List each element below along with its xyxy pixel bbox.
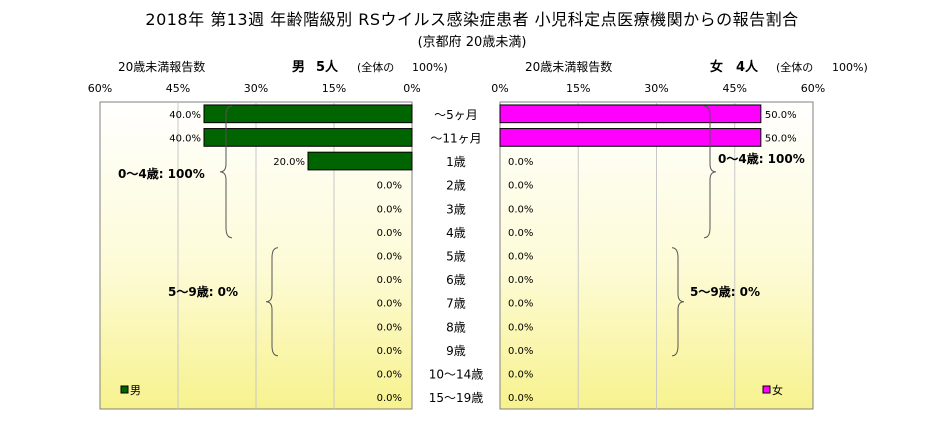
- male-header-scope: (全体の: [357, 60, 394, 74]
- x-tick-label-male: 0%: [403, 82, 420, 95]
- data-label-female: 0.0%: [508, 157, 533, 168]
- brace-male-0-4: [219, 105, 233, 239]
- x-tick-label-female: 45%: [723, 82, 747, 95]
- data-label-female: 0.0%: [508, 299, 533, 310]
- data-label-male: 0.0%: [377, 393, 402, 404]
- female-header-total: 4人: [736, 59, 759, 75]
- x-tick-label-male: 60%: [88, 82, 112, 95]
- data-label-male: 0.0%: [377, 252, 402, 263]
- male-header-total: 5人: [316, 59, 339, 75]
- category-label: ～5ヶ月: [434, 108, 478, 122]
- data-label-male: 0.0%: [377, 322, 402, 333]
- legend-swatch-male: [120, 385, 129, 394]
- x-tick-label-male: 15%: [322, 82, 346, 95]
- x-tick-label-female: 60%: [801, 82, 825, 95]
- category-label: 10～14歳: [429, 368, 484, 382]
- bar-male: [203, 104, 413, 124]
- female-header-sex: 女: [710, 59, 723, 75]
- category-label: 6歳: [446, 273, 466, 287]
- chart-subtitle: (京都府 20歳未満): [417, 35, 527, 50]
- legend-swatch-female: [762, 385, 771, 394]
- male-header-pct: 100%): [412, 61, 448, 74]
- group-label-male-0-4: 0～4歳: 100%: [118, 166, 205, 181]
- group-label-male-5-9: 5～9歳: 0%: [168, 284, 238, 299]
- female-header-pct: 100%): [832, 61, 868, 74]
- data-label-female: 0.0%: [508, 252, 533, 263]
- category-label: ～11ヶ月: [430, 131, 481, 145]
- legend-label-female: 女: [772, 383, 783, 397]
- female-header-count-label: 20歳未満報告数: [525, 59, 612, 74]
- x-tick-label-male: 30%: [244, 82, 268, 95]
- data-label-male: 20.0%: [273, 157, 305, 168]
- x-tick-label-female: 30%: [644, 82, 668, 95]
- category-label: 9歳: [446, 344, 466, 358]
- data-label-female: 0.0%: [508, 181, 533, 192]
- category-label: 8歳: [446, 320, 466, 334]
- brace-female-0-4: [703, 105, 717, 239]
- bar-female: [499, 128, 762, 147]
- data-label-female: 50.0%: [765, 133, 797, 144]
- data-label-male: 40.0%: [169, 110, 201, 121]
- bar-male: [203, 128, 413, 147]
- legend-label-male: 男: [130, 384, 141, 397]
- bar-male: [307, 151, 413, 171]
- data-label-female: 0.0%: [508, 228, 533, 239]
- data-label-male: 0.0%: [377, 228, 402, 239]
- data-label-female: 50.0%: [765, 110, 797, 121]
- group-label-female-5-9: 5～9歳: 0%: [690, 284, 760, 299]
- bar-female: [499, 104, 762, 124]
- category-label: 7歳: [446, 297, 466, 311]
- x-tick-label-female: 0%: [491, 82, 508, 95]
- x-tick-label-male: 45%: [166, 82, 190, 95]
- chart-title: 2018年 第13週 年齢階級別 RSウイルス感染症患者 小児科定点医療機関から…: [145, 10, 799, 29]
- data-label-female: 0.0%: [508, 275, 533, 286]
- data-label-male: 0.0%: [377, 181, 402, 192]
- brace-male-5-9: [265, 247, 279, 357]
- category-label: 1歳: [446, 155, 466, 169]
- data-label-female: 0.0%: [508, 370, 533, 381]
- data-label-female: 0.0%: [508, 322, 533, 333]
- female-header-scope: (全体の: [776, 60, 813, 74]
- x-tick-label-female: 15%: [566, 82, 590, 95]
- male-header-count-label: 20歳未満報告数: [118, 59, 205, 74]
- data-label-male: 0.0%: [377, 370, 402, 381]
- data-label-male: 0.0%: [377, 275, 402, 286]
- brace-female-5-9: [671, 247, 685, 357]
- category-label: 15～19歳: [429, 391, 484, 405]
- data-label-female: 0.0%: [508, 346, 533, 357]
- category-label: 3歳: [446, 202, 466, 216]
- category-label: 5歳: [446, 250, 466, 264]
- male-header-sex: 男: [292, 60, 305, 75]
- category-label: 2歳: [446, 179, 466, 193]
- data-label-male: 0.0%: [377, 346, 402, 357]
- data-label-female: 0.0%: [508, 393, 533, 404]
- data-label-male: 0.0%: [377, 204, 402, 215]
- data-label-male: 0.0%: [377, 299, 402, 310]
- data-label-female: 0.0%: [508, 204, 533, 215]
- data-label-male: 40.0%: [169, 133, 201, 144]
- category-label: 4歳: [446, 226, 466, 240]
- group-label-female-0-4: 0～4歳: 100%: [718, 151, 805, 166]
